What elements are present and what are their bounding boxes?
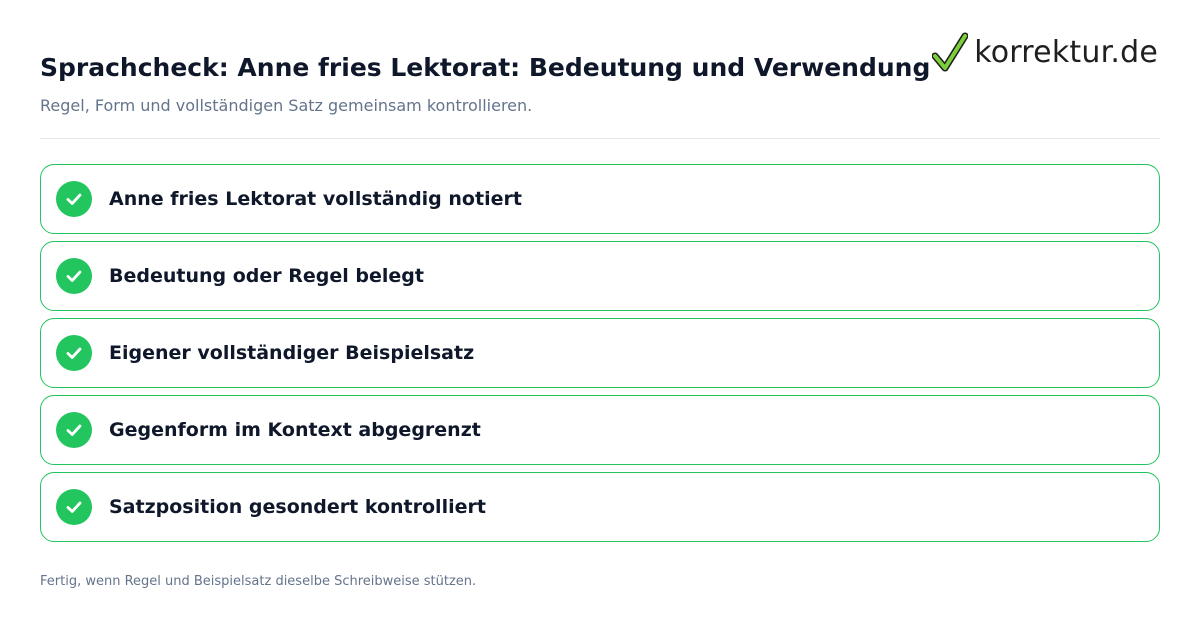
header-divider xyxy=(40,138,1160,139)
checklist-item-label: Anne fries Lektorat vollständig notiert xyxy=(109,188,522,210)
check-circle-icon xyxy=(56,412,92,448)
brand-name: korrektur.de xyxy=(974,35,1158,70)
page-subtitle: Regel, Form und vollständigen Satz gemei… xyxy=(40,96,533,115)
checklist-item: Bedeutung oder Regel belegt xyxy=(40,241,1160,311)
header: Sprachcheck: Anne fries Lektorat: Bedeut… xyxy=(40,48,931,118)
footer-note: Fertig, wenn Regel und Beispielsatz dies… xyxy=(40,574,477,589)
checklist-item-label: Eigener vollständiger Beispielsatz xyxy=(109,342,475,364)
checklist-item-label: Satzposition gesondert kontrolliert xyxy=(109,496,486,518)
check-circle-icon xyxy=(56,335,92,371)
brand-logo: korrektur.de xyxy=(932,30,1158,76)
check-circle-icon xyxy=(56,489,92,525)
checklist-item-label: Gegenform im Kontext abgegrenzt xyxy=(109,419,481,441)
check-circle-icon xyxy=(56,181,92,217)
page-title: Sprachcheck: Anne fries Lektorat: Bedeut… xyxy=(40,53,931,82)
checklist-item: Eigener vollständiger Beispielsatz xyxy=(40,318,1160,388)
checklist-item: Satzposition gesondert kontrolliert xyxy=(40,472,1160,542)
check-circle-icon xyxy=(56,258,92,294)
checklist-item: Anne fries Lektorat vollständig notiert xyxy=(40,164,1160,234)
checklist-item-label: Bedeutung oder Regel belegt xyxy=(109,265,424,287)
checklist-item: Gegenform im Kontext abgegrenzt xyxy=(40,395,1160,465)
checklist: Anne fries Lektorat vollständig notiert … xyxy=(40,164,1160,549)
checkmark-logo-icon xyxy=(932,32,969,72)
